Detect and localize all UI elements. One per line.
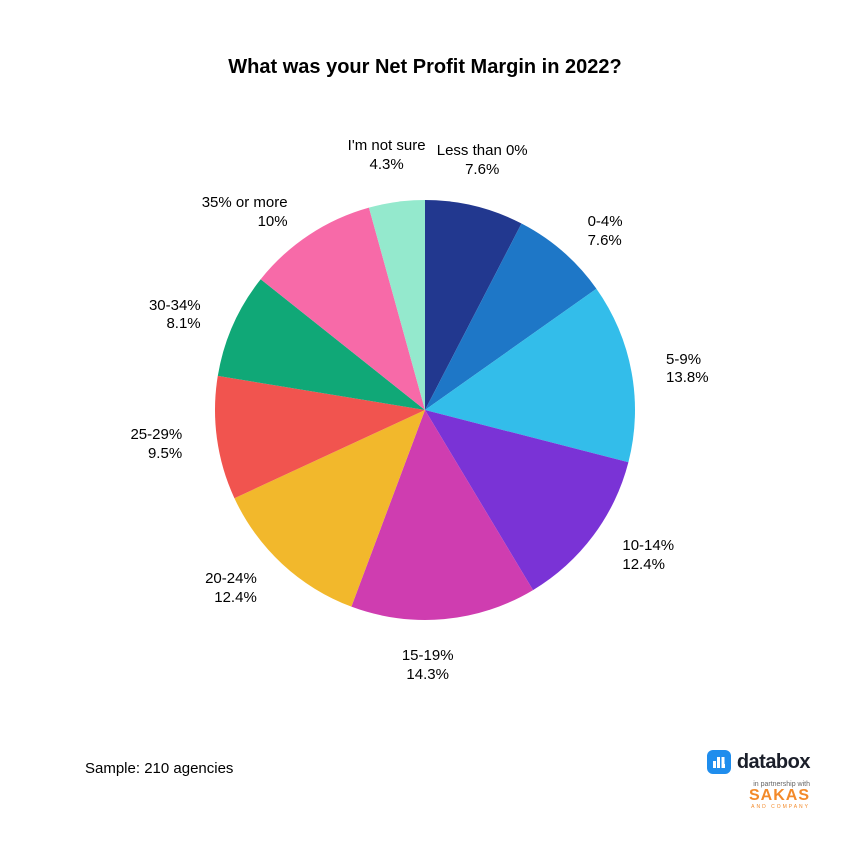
- pie-svg: [0, 120, 850, 720]
- databox-logo: databox: [707, 750, 810, 774]
- sakas-wordmark: SAKAS: [610, 788, 810, 804]
- slice-percent: 4.3%: [348, 156, 426, 175]
- slice-category: 10-14%: [622, 537, 674, 556]
- slice-percent: 13.8%: [666, 369, 709, 388]
- slice-percent: 9.5%: [92, 445, 182, 464]
- slice-label: 30-34%8.1%: [111, 297, 201, 335]
- slice-category: I'm not sure: [348, 137, 426, 156]
- slice-label: 0-4%7.6%: [588, 213, 623, 251]
- slice-percent: 14.3%: [402, 666, 454, 685]
- slice-label: I'm not sure4.3%: [348, 137, 426, 175]
- databox-wordmark: databox: [737, 751, 810, 774]
- footer-logos: databox in partnership with SAKAS AND CO…: [610, 750, 810, 800]
- slice-category: 5-9%: [666, 351, 709, 370]
- slice-category: 30-34%: [111, 297, 201, 316]
- slice-percent: 8.1%: [111, 315, 201, 334]
- page-root: What was your Net Profit Margin in 2022?…: [0, 0, 850, 850]
- slice-label: 10-14%12.4%: [622, 537, 674, 575]
- pie-chart: Less than 0%7.6%0-4%7.6%5-9%13.8%10-14%1…: [0, 120, 850, 720]
- slice-percent: 12.4%: [167, 589, 257, 608]
- slice-category: 20-24%: [167, 570, 257, 589]
- slice-label: 20-24%12.4%: [167, 570, 257, 608]
- slice-label: 35% or more10%: [198, 194, 288, 232]
- slice-percent: 10%: [198, 213, 288, 232]
- slice-category: 15-19%: [402, 647, 454, 666]
- footer: Sample: 210 agencies databox in partners…: [85, 750, 810, 800]
- databox-icon: [707, 750, 731, 774]
- slice-category: 0-4%: [588, 213, 623, 232]
- slice-label: 5-9%13.8%: [666, 351, 709, 389]
- slice-label: 25-29%9.5%: [92, 426, 182, 464]
- slice-label: 15-19%14.3%: [402, 647, 454, 685]
- slice-percent: 12.4%: [622, 556, 674, 575]
- slice-percent: 7.6%: [437, 161, 528, 180]
- slice-label: Less than 0%7.6%: [437, 142, 528, 180]
- slice-percent: 7.6%: [588, 232, 623, 251]
- sample-size: Sample: 210 agencies: [85, 760, 233, 777]
- sakas-subtext: AND COMPANY: [610, 805, 810, 810]
- chart-title: What was your Net Profit Margin in 2022?: [0, 56, 850, 79]
- slice-category: 25-29%: [92, 426, 182, 445]
- slice-category: 35% or more: [198, 194, 288, 213]
- slice-category: Less than 0%: [437, 142, 528, 161]
